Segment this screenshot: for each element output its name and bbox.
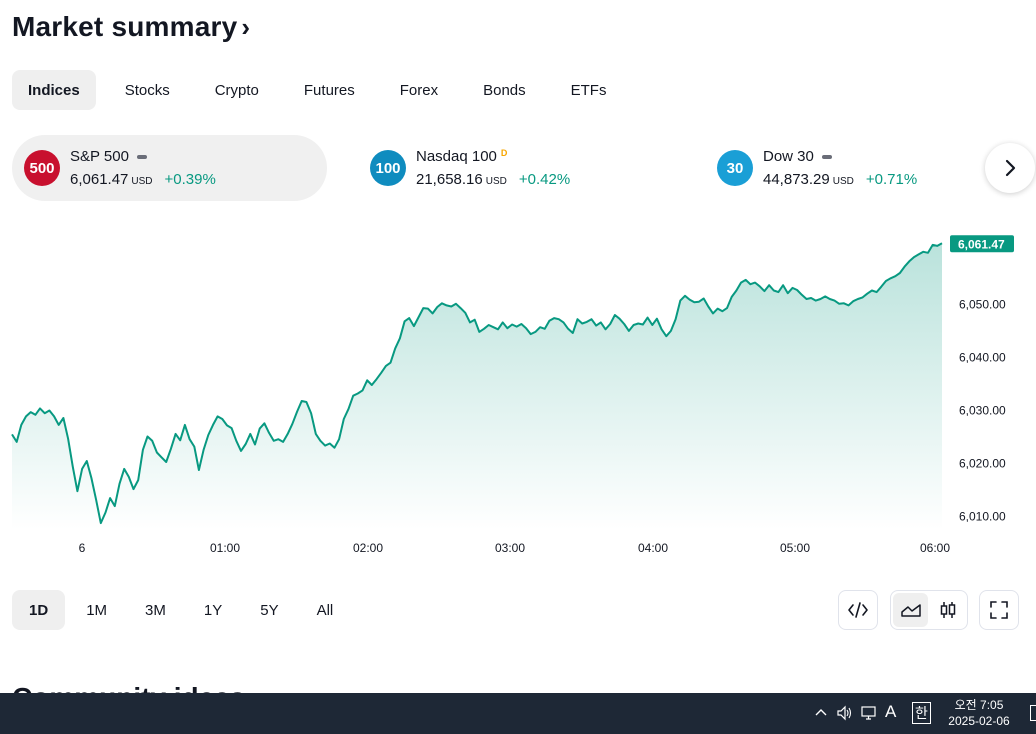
tab-crypto[interactable]: Crypto	[214, 81, 259, 99]
ticker-name: Dow 30	[763, 148, 814, 165]
tab-indices[interactable]: Indices	[12, 70, 96, 110]
ticker-change: +0.42%	[518, 171, 571, 188]
y-tick-label: 6,020.00	[959, 457, 1006, 471]
ticker-change: +0.39%	[164, 171, 216, 188]
x-tick-label: 04:00	[638, 541, 668, 555]
ime-korean-indicator[interactable]: 한	[912, 702, 931, 724]
ticker-change: +0.71%	[865, 171, 918, 188]
candles-style-button[interactable]	[930, 593, 965, 627]
ticker-name: Nasdaq 100	[416, 148, 497, 165]
x-tick-label: 02:00	[353, 541, 383, 555]
speaker-icon[interactable]	[836, 705, 852, 721]
chevron-right-icon: ›	[241, 12, 251, 42]
x-tick-label: 06:00	[920, 541, 950, 555]
status-dash-icon	[821, 154, 832, 159]
y-tick-label: 6,040.00	[959, 350, 1006, 364]
last-price-marker	[950, 235, 1014, 253]
embed-button[interactable]	[838, 590, 878, 630]
network-icon[interactable]	[860, 705, 878, 721]
fullscreen-icon	[990, 601, 1008, 619]
price-line	[11, 242, 943, 525]
range-5y[interactable]: 5Y	[260, 601, 279, 619]
ime-latin-indicator[interactable]: A	[885, 702, 897, 721]
clock-time: 오전 7:05	[954, 698, 1004, 712]
last-price-label: 6,061.47	[958, 237, 1005, 251]
ticker-currency: USD	[832, 176, 854, 187]
delayed-marker-icon: D	[500, 147, 508, 158]
chevron-up-icon[interactable]	[814, 707, 828, 717]
x-tick-label: 03:00	[495, 541, 525, 555]
next-tickers-button[interactable]	[985, 143, 1035, 193]
ticker-badge: 30	[717, 150, 753, 186]
chevron-right-icon	[1005, 159, 1016, 177]
title-text: Market summary	[12, 10, 238, 42]
price-area	[12, 243, 942, 531]
fullscreen-button[interactable]	[979, 590, 1019, 630]
area-chart-icon	[900, 604, 921, 617]
x-tick-label: 01:00	[210, 541, 240, 555]
ticker-currency: USD	[485, 176, 507, 187]
x-tick-label: 6	[79, 541, 86, 555]
ticker-badge: 500	[24, 150, 60, 186]
ticker-sp500[interactable]: 500 S&P 500 6,061.47 USD +0.39%	[12, 135, 327, 201]
x-tick-label: 05:00	[780, 541, 810, 555]
y-tick-label: 6,050.00	[959, 297, 1006, 311]
ticker-value: 21,658.16	[416, 171, 483, 188]
y-tick-label: 6,030.00	[959, 404, 1006, 418]
price-chart[interactable]: 6,010.00 6,020.00 6,030.00 6,040.00 6,050.00…	[0, 210, 1036, 570]
tab-futures[interactable]: Futures	[303, 81, 355, 99]
area-style-button[interactable]	[893, 593, 928, 627]
ticker-dow30[interactable]: 30 Dow 30 44,873.29 USD +0.71%	[705, 135, 1020, 201]
range-all[interactable]: All	[316, 601, 334, 619]
candlestick-icon	[940, 602, 955, 618]
ticker-currency: USD	[131, 176, 153, 187]
notification-icon[interactable]	[1030, 705, 1036, 721]
market-summary-title[interactable]: Market summary ›	[12, 10, 250, 43]
category-tabs: Indices Stocks Crypto Futures Forex Bond…	[12, 70, 635, 110]
taskbar-clock[interactable]: 오전 7:05 2025-02-06	[940, 697, 1018, 729]
tab-stocks[interactable]: Stocks	[124, 81, 170, 99]
ticker-name: S&P 500	[70, 148, 129, 165]
windows-taskbar: A 한 오전 7:05 2025-02-06	[0, 693, 1036, 734]
tab-forex[interactable]: Forex	[399, 81, 439, 99]
price-chart-svg: 6,010.00 6,020.00 6,030.00 6,040.00 6,050.00…	[11, 235, 1014, 555]
range-1y[interactable]: 1Y	[203, 601, 223, 619]
range-3m[interactable]: 3M	[145, 601, 166, 619]
code-icon	[848, 602, 868, 618]
range-1m[interactable]: 1M	[86, 601, 108, 619]
range-1d[interactable]: 1D	[12, 590, 66, 630]
index-tickers: 500 S&P 500 6,061.47 USD +0.39% 100 Nasd…	[12, 135, 1036, 201]
time-range-selector: 1D 1M 3M 1Y 5Y All	[12, 590, 354, 630]
tab-bonds[interactable]: Bonds	[483, 81, 526, 99]
ticker-badge: 100	[370, 150, 406, 186]
tab-etfs[interactable]: ETFs	[570, 81, 607, 99]
y-tick-label: 6,010.00	[959, 510, 1006, 524]
clock-date: 2025-02-06	[948, 714, 1010, 728]
chart-style-toggle	[890, 590, 968, 630]
status-dash-icon	[136, 154, 147, 159]
ticker-nasdaq100[interactable]: 100 Nasdaq 100 D 21,658.16 USD +0.42%	[358, 135, 673, 201]
ticker-value: 44,873.29	[763, 171, 830, 188]
ticker-value: 6,061.47	[70, 171, 129, 188]
